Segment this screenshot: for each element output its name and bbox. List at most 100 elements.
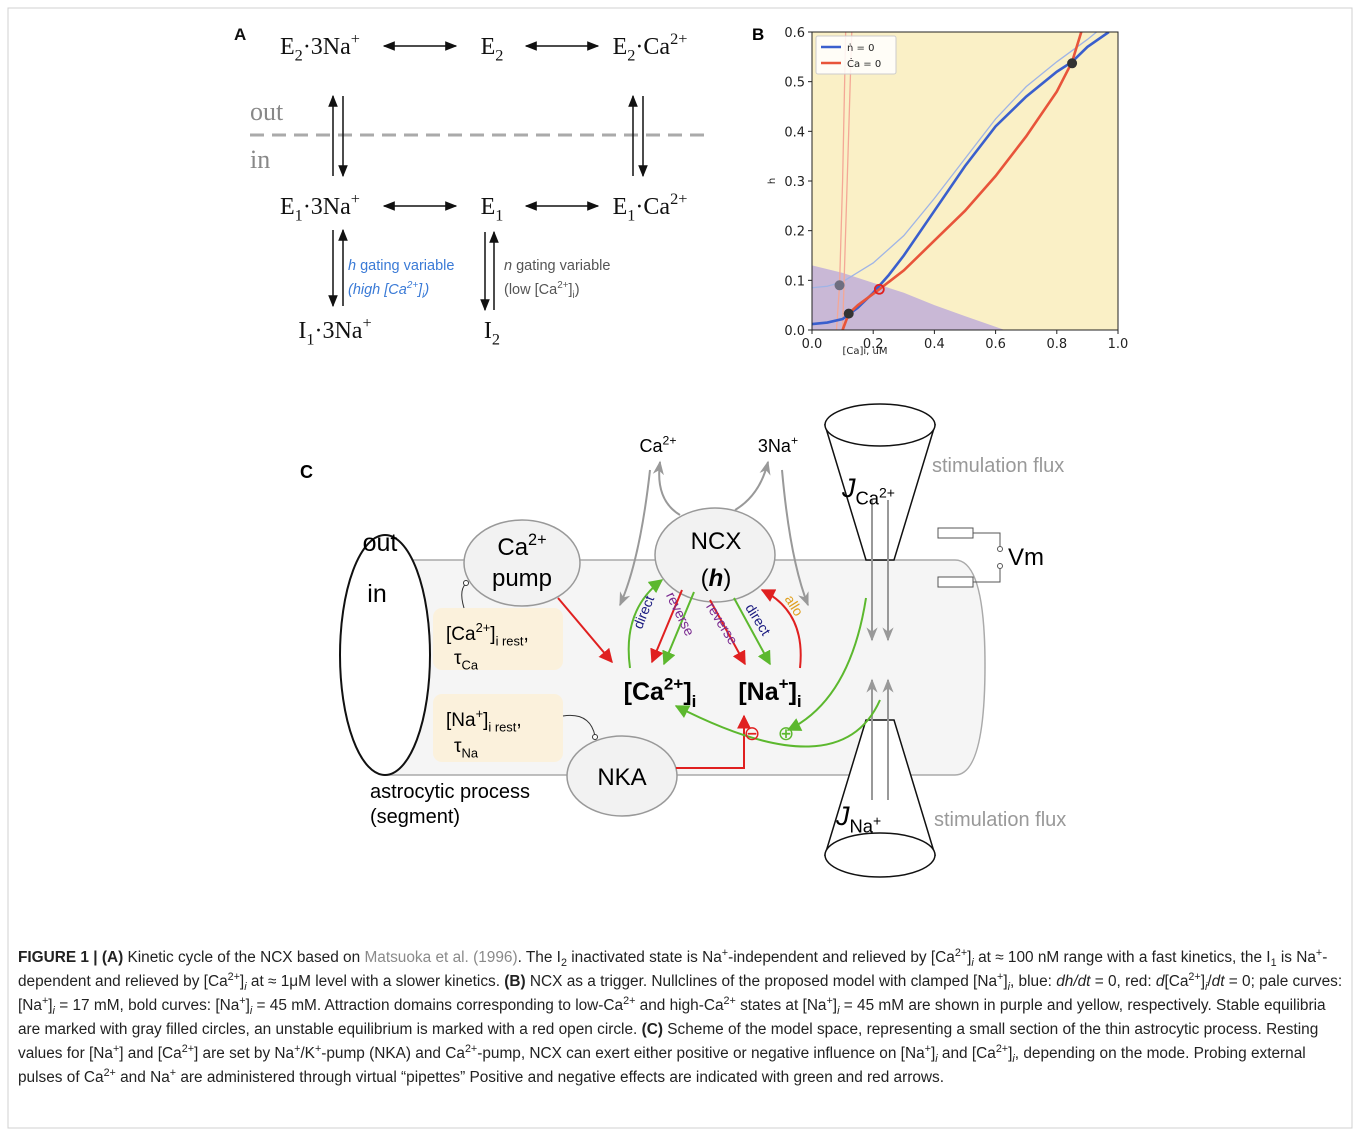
text-run: 1: [295, 206, 303, 225]
legend-label: ṅ = 0: [847, 43, 874, 54]
positive-sign: ⊕: [778, 723, 795, 745]
x-tick-label: 0.0: [802, 337, 823, 352]
text-run: [Ca: [624, 678, 665, 706]
text-run: +: [351, 189, 360, 208]
ca-pump-label: pump: [492, 565, 552, 592]
caption-run: inactivated state is Na: [567, 949, 722, 966]
caption-run: and Na: [116, 1069, 170, 1086]
caption-run: Matsuoka et al. (1996): [364, 949, 517, 966]
caption-run: . The I: [518, 949, 561, 966]
x-tick-label: 0.2: [863, 337, 884, 352]
caption-run: 2+: [104, 1067, 116, 1079]
text-run: E: [280, 194, 295, 220]
equilibrium: [835, 281, 844, 290]
text-run: ·Ca: [635, 194, 670, 220]
text-run: +: [476, 706, 484, 721]
out-label: out: [363, 529, 398, 557]
panel-label: B: [752, 25, 764, 44]
state: E2·Ca2+: [613, 29, 688, 65]
state: E2: [481, 34, 504, 65]
text-run: Na: [462, 745, 479, 760]
caption-run: = 45 mM. Attraction domains correspondin…: [252, 997, 623, 1014]
caption-run: dh/dt: [1056, 973, 1090, 990]
vm-label: Vm: [1008, 544, 1044, 571]
text-run: ,: [524, 624, 529, 645]
text-run: J: [841, 473, 856, 503]
state: I1·3Na+: [298, 313, 371, 349]
state: E1·3Na+: [280, 189, 360, 225]
process-end: [340, 535, 430, 775]
text-run: Ca: [640, 436, 664, 456]
x-tick-label: 0.4: [924, 337, 945, 352]
text-run: n: [504, 258, 512, 274]
page: Figure 1 html, body { margin: 0; padding…: [0, 0, 1360, 1135]
text-run: i rest: [496, 633, 524, 648]
x-tick-label: 0.6: [985, 337, 1006, 352]
state: E1·Ca2+: [613, 189, 688, 225]
text-run: 2+: [670, 189, 687, 208]
state: E2·3Na+: [280, 29, 360, 65]
caption-run: 2+: [182, 1043, 194, 1055]
segment-label: (segment): [370, 806, 460, 828]
panel-label: C: [300, 462, 313, 482]
ncx-label: NCX: [691, 528, 742, 555]
page-body: { "panel_a": { "label": "A", "top_row": …: [0, 0, 1360, 1135]
caption-run: and high-Ca: [635, 997, 723, 1014]
text-run: (: [701, 565, 709, 592]
ca-i: [Ca2+]i: [624, 675, 697, 712]
stimulation-label: stimulation flux: [934, 809, 1066, 831]
text-run: ,: [516, 710, 521, 731]
x-tick-label: 0.8: [1046, 337, 1067, 352]
text-run: 1: [627, 206, 635, 225]
text-run: ·3Na: [303, 34, 351, 60]
text-run: gating variable: [512, 258, 610, 274]
text-run: [Ca: [446, 624, 476, 645]
caption-run: at ≈ 1μM level with a slower kinetics.: [247, 973, 505, 990]
caption-run: [Ca: [1164, 973, 1188, 990]
caption-run: (B): [504, 973, 525, 990]
equilibrium: [844, 309, 853, 318]
caption-run: Kinetic cycle of the NCX based on: [123, 949, 364, 966]
text-run: 2+: [528, 531, 547, 549]
caption: FIGURE 1 | (A) Kinetic cycle of the NCX …: [18, 946, 1344, 1090]
caption-run: FIGURE 1 | (A): [18, 949, 123, 966]
legend-label: Ċa = 0: [847, 57, 881, 70]
caption-run: (C): [642, 1021, 663, 1038]
text-run: +: [779, 675, 789, 694]
text-run: E: [613, 34, 628, 60]
text-run: [Na: [446, 710, 476, 731]
text-run: 2+: [879, 485, 895, 501]
text-run: 1: [495, 206, 503, 225]
process-label: astrocytic process: [370, 781, 530, 803]
caption-run: -pump (NKA) and Ca: [321, 1045, 465, 1062]
na-out: 3Na+: [758, 433, 798, 456]
text-run: +: [351, 29, 360, 48]
na-i: [Na+]i: [738, 675, 801, 712]
panel-a: A E2·3Na+ E2 E2·Ca2+ E1·3Na+ E1 E1·Ca2+ …: [234, 25, 712, 349]
in-label: in: [367, 580, 386, 608]
h-condition: (high [Ca2+]i): [348, 280, 429, 301]
caption-run: 2+: [1188, 971, 1200, 983]
equilibrium: [1068, 59, 1077, 68]
text-run: Ca: [497, 534, 528, 561]
text-run: (high [Ca: [348, 282, 407, 298]
text-run: i rest: [488, 719, 516, 734]
h-gating: h gating variable: [348, 258, 454, 274]
text-run: Ca: [856, 488, 880, 509]
stimulation-label: stimulation flux: [932, 455, 1064, 477]
caption-run: = 0, red:: [1090, 973, 1155, 990]
text-run: 2: [627, 46, 635, 65]
text-run: E: [481, 34, 496, 60]
caption-run: dt: [1212, 973, 1225, 990]
caption-run: 2+: [955, 947, 967, 959]
nka-label: NKA: [597, 764, 646, 791]
caption-run: 2+: [465, 1043, 477, 1055]
connector-end: [593, 735, 598, 740]
caption-run: and [Ca: [938, 1045, 996, 1062]
x-tick-label: 1.0: [1108, 337, 1129, 352]
out-label: out: [250, 97, 284, 126]
text-run: Na: [850, 816, 874, 837]
caption-run: 2+: [996, 1043, 1008, 1055]
ca-pump: [464, 520, 580, 606]
caption-run: , blue:: [1010, 973, 1056, 990]
